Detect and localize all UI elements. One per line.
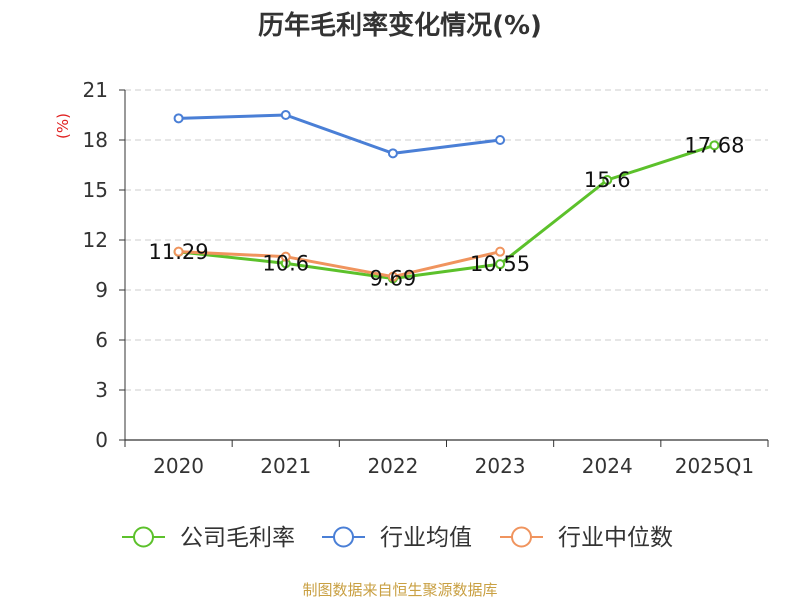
series-0-point [709,140,720,151]
legend-item-series-2[interactable]: 行业中位数 [500,525,673,551]
y-tick-label: 6 [95,328,108,352]
y-tick-label: 18 [83,128,108,152]
legend: 公司毛利率 行业均值 行业中位数 [122,525,673,551]
data-label: 17.68 [684,133,744,157]
gridlines [125,89,768,391]
plot-series [173,110,720,284]
data-label: 11.29 [149,240,209,264]
legend-circle-icon [333,526,354,548]
legend-label: 公司毛利率 [180,525,295,551]
legend-item-series-1[interactable]: 行业均值 [322,525,472,551]
data-label: 10.6 [262,251,309,275]
legend-item-series-0[interactable]: 公司毛利率 [122,525,295,551]
data-label: 9.69 [370,267,417,291]
series-1-line [177,113,502,155]
series-1-point [495,135,506,145]
series-2-point [173,246,184,257]
chart-title: 历年毛利率变化情况(%) [258,10,542,41]
data-label: 15.6 [584,168,631,192]
series-0-line [177,143,716,280]
x-tick-label: 2020 [153,454,204,478]
legend-label: 行业均值 [380,525,472,551]
y-tick-label: 9 [95,278,108,302]
x-tick-label: 2021 [260,454,311,478]
y-tick-label: 15 [83,178,108,202]
series-2-point [495,246,506,257]
y-axis-label: (%) [54,113,72,139]
legend-circle-icon [511,526,532,548]
series-2-point [387,271,398,282]
x-tick-label: 2025Q1 [675,454,754,478]
x-tick-label: 2023 [475,454,526,478]
legend-circle-icon [133,526,154,548]
y-tick-label: 21 [83,78,108,102]
x-tick-label: 2024 [582,454,633,478]
axes: 0 3 6 9 12 15 18 21 2020 2021 2022 2023 2024 2025Q1 [83,78,769,478]
x-tick-label: 2022 [367,454,418,478]
series-0-point [602,175,613,185]
series-1-point [173,113,184,124]
y-tick-label: 3 [95,378,108,402]
series-2-point [280,251,291,262]
y-tick-label: 0 [95,428,108,452]
data-label: 10.55 [470,252,530,276]
data-labels: 11.29 10.6 9.69 10.55 15.6 17.68 [149,133,745,290]
series-2-line [177,250,502,279]
series-0-point [495,259,506,270]
y-tick-label: 12 [83,228,108,252]
source-footer: 制图数据来自恒生聚源数据库 [302,581,497,599]
legend-label: 行业中位数 [558,525,673,551]
series-1-point [387,148,398,159]
series-1-point [280,110,291,120]
